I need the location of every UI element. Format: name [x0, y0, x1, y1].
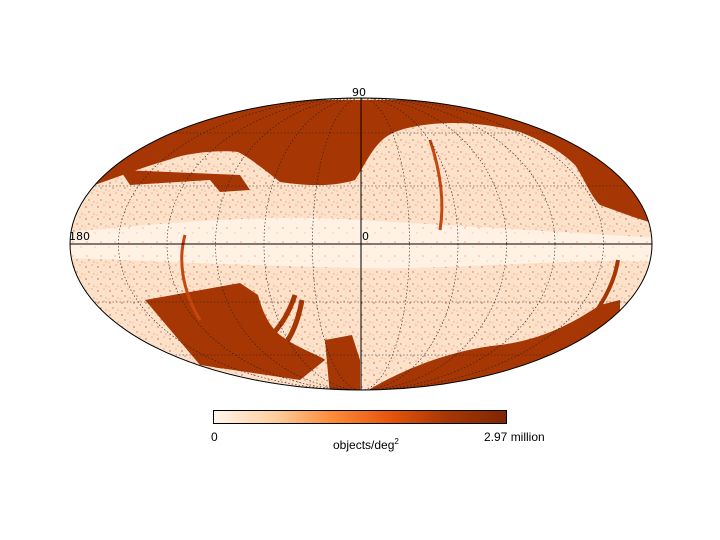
survey-stripe — [199, 294, 298, 357]
survey-stripe — [180, 234, 202, 321]
colorbar — [213, 410, 507, 424]
colorbar-unit-exponent: 2 — [394, 437, 399, 446]
survey-region-south-left — [145, 283, 325, 380]
galactic-plane-band — [70, 217, 652, 269]
survey-region-south-center — [325, 335, 360, 390]
map-outline — [69, 97, 653, 391]
colorbar-min-label: 0 — [211, 430, 218, 444]
longitude-label-0: 0 — [362, 230, 369, 243]
survey-stripe — [120, 170, 250, 192]
survey-region-north — [70, 100, 652, 225]
latitude-label-90: 90 — [352, 86, 366, 99]
colorbar-unit-text: objects/deg — [333, 438, 395, 452]
survey-stripe — [428, 139, 444, 231]
longitude-label-180: 180 — [69, 230, 90, 243]
colorbar-unit-label: objects/deg2 — [333, 437, 399, 452]
colorbar-gradient — [213, 410, 507, 424]
survey-stripe — [214, 299, 305, 369]
survey-stripe — [588, 259, 620, 322]
colorbar-max-label: 2.97 million — [484, 430, 545, 444]
